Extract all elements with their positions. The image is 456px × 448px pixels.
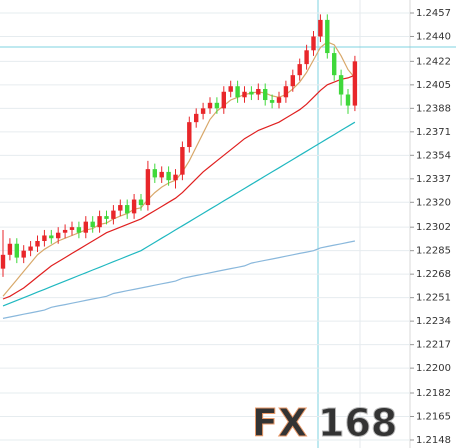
candle-body	[269, 100, 275, 103]
y-tick-label: 1.2268	[416, 269, 451, 280]
candle-body	[145, 169, 151, 206]
candle-body	[21, 250, 26, 258]
y-tick-label: 1.2422	[416, 56, 451, 67]
candle-body	[180, 147, 185, 175]
y-tick-label: 1.2285	[416, 246, 451, 257]
y-tick-label: 1.2337	[416, 174, 451, 185]
candle-body	[173, 174, 178, 181]
candle-body	[14, 243, 19, 258]
y-tick-label: 1.2371	[416, 127, 451, 138]
y-tick-label: 1.2388	[416, 103, 451, 114]
candle-body	[28, 246, 33, 251]
candle-body	[283, 86, 289, 98]
candle-body	[0, 254, 6, 269]
candle-body	[42, 235, 47, 241]
candle-body	[228, 86, 233, 92]
ma-line	[2, 41, 356, 297]
candle-body	[49, 235, 54, 239]
candle-body	[56, 232, 61, 239]
candle-body	[131, 199, 137, 214]
candle-body	[276, 97, 282, 103]
candle-body	[187, 122, 192, 148]
watermark-prefix: FX	[252, 401, 307, 445]
candle-body	[138, 199, 144, 206]
candle-body	[69, 227, 75, 230]
moving-averages	[2, 41, 356, 319]
y-tick-label: 1.2320	[416, 197, 451, 208]
y-tick-label: 1.2182	[416, 388, 451, 399]
y-tick-label: 1.2251	[416, 293, 451, 304]
ma-line	[2, 240, 356, 319]
candle-body	[83, 221, 88, 233]
candle-body	[166, 171, 171, 181]
candle-body	[200, 108, 206, 114]
ma-line	[2, 74, 356, 300]
y-tick-label: 1.2354	[416, 150, 451, 161]
y-tick-label: 1.2302	[416, 222, 451, 233]
candle-body	[290, 75, 295, 87]
candle-body	[207, 102, 213, 109]
candles	[0, 14, 358, 277]
candle-body	[118, 205, 123, 211]
candle-body	[221, 91, 226, 109]
candle-body	[263, 88, 268, 101]
candle-body	[352, 61, 358, 106]
candle-body	[97, 216, 102, 228]
candle-body	[90, 221, 95, 228]
candle-body	[194, 113, 199, 123]
y-tick-label: 1.2405	[416, 80, 451, 91]
watermark-suffix: 168	[318, 401, 397, 445]
candle-body	[332, 53, 337, 76]
y-tick-label: 1.2200	[416, 363, 451, 374]
candle-body	[297, 64, 302, 76]
y-tick-label: 1.2217	[416, 340, 451, 351]
candle-body	[242, 91, 247, 98]
candle-body	[104, 216, 109, 219]
candle-body	[152, 169, 157, 178]
y-tick-label: 1.2165	[416, 411, 451, 422]
candle-body	[159, 171, 164, 178]
candle-body	[345, 94, 351, 106]
candle-body	[338, 75, 344, 95]
grid: 1.2457 1.2440 1.2422 1.2405 1.2388 1.2371 1.23…	[0, 8, 451, 446]
candle-body	[35, 240, 40, 247]
y-tick-label: 1.2234	[416, 316, 451, 327]
candle-body	[76, 227, 82, 233]
candle-body	[125, 205, 130, 214]
candle-body	[311, 36, 316, 51]
candle-body	[235, 86, 240, 98]
candle-body	[325, 19, 330, 54]
candle-body	[256, 88, 261, 95]
ma-line	[2, 121, 356, 307]
candle-body	[249, 91, 254, 95]
candle-body	[111, 210, 116, 219]
y-tick-label: 1.2148	[416, 435, 451, 446]
y-tick-label: 1.2440	[416, 31, 451, 42]
candle-body	[318, 19, 323, 37]
candle-body	[7, 243, 13, 255]
candle-body	[304, 50, 309, 65]
candle-body	[214, 102, 220, 109]
y-tick-label: 1.2457	[416, 8, 451, 19]
candle-body	[62, 229, 68, 233]
